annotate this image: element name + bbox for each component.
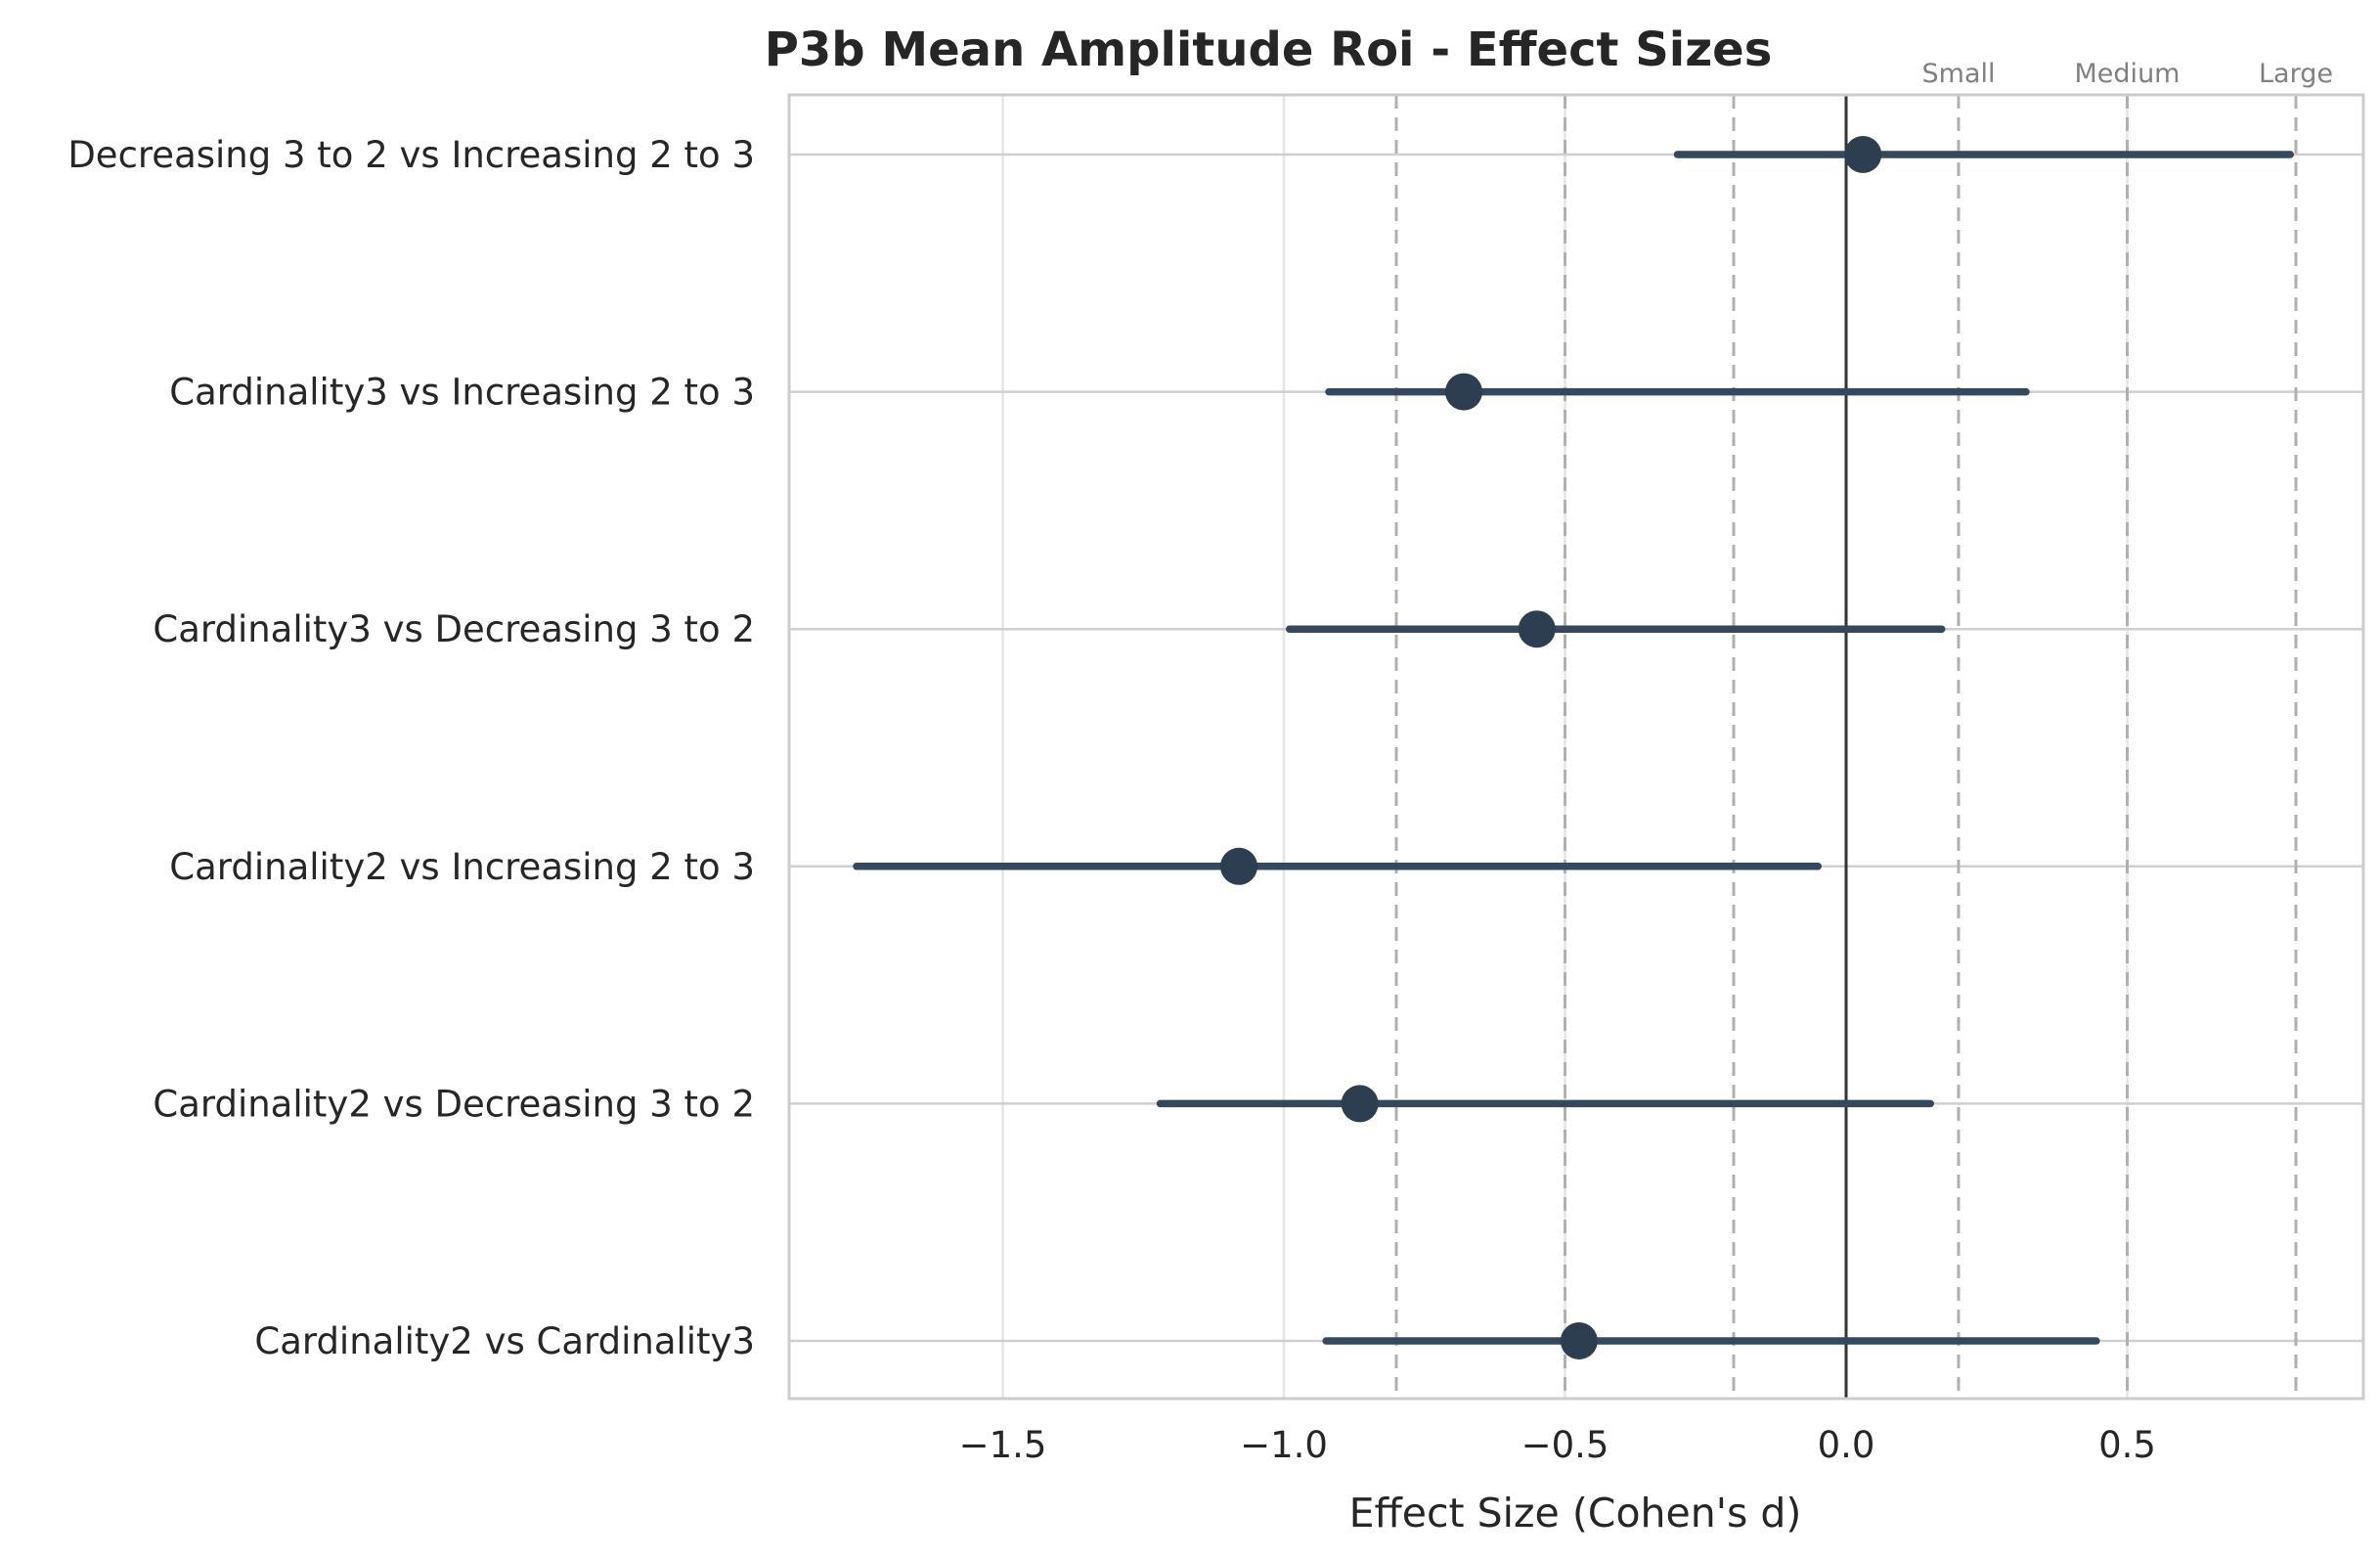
x-tick-label: −1.0 [1240,1424,1328,1466]
x-tick-label: −0.5 [1521,1424,1609,1466]
x-tick-labels: −1.5 −1.0 −0.5 0.0 0.5 [959,1424,2156,1466]
reference-label: Small [1922,59,1996,89]
y-tick-label: Cardinality2 vs Increasing 2 to 3 [169,846,755,888]
chart-title: P3b Mean Amplitude Roi - Effect Sizes [765,22,1773,77]
confidence-intervals [853,151,2294,1345]
effect-markers [1220,136,1882,1359]
effect-point [1518,610,1556,648]
y-tick-label: Cardinality3 vs Decreasing 3 to 2 [153,608,755,650]
effect-point [1844,136,1882,173]
reference-lines [1394,95,2298,1399]
x-axis-label: Effect Size (Cohen's d) [1349,1490,1802,1537]
y-tick-labels: Decreasing 3 to 2 vs Increasing 2 to 3 Ca… [67,134,755,1362]
y-tick-label: Cardinality2 vs Cardinality3 [254,1320,755,1362]
effect-point [1445,373,1482,411]
effect-point [1560,1322,1598,1359]
reference-label: Large [2259,59,2333,89]
y-tick-label: Decreasing 3 to 2 vs Increasing 2 to 3 [67,134,755,176]
y-tick-label: Cardinality3 vs Increasing 2 to 3 [169,372,755,414]
effect-point [1341,1085,1379,1123]
x-tick-label: 0.0 [1818,1424,1875,1466]
y-tick-label: Cardinality2 vs Decreasing 3 to 2 [153,1083,755,1125]
plot-area-frame [787,93,2365,1401]
x-tick-label: −1.5 [959,1424,1047,1466]
reference-labels: Small Medium Large [1922,59,2333,89]
effect-point [1220,847,1257,885]
x-tick-label: 0.5 [2098,1424,2156,1466]
reference-label: Medium [2075,59,2181,89]
